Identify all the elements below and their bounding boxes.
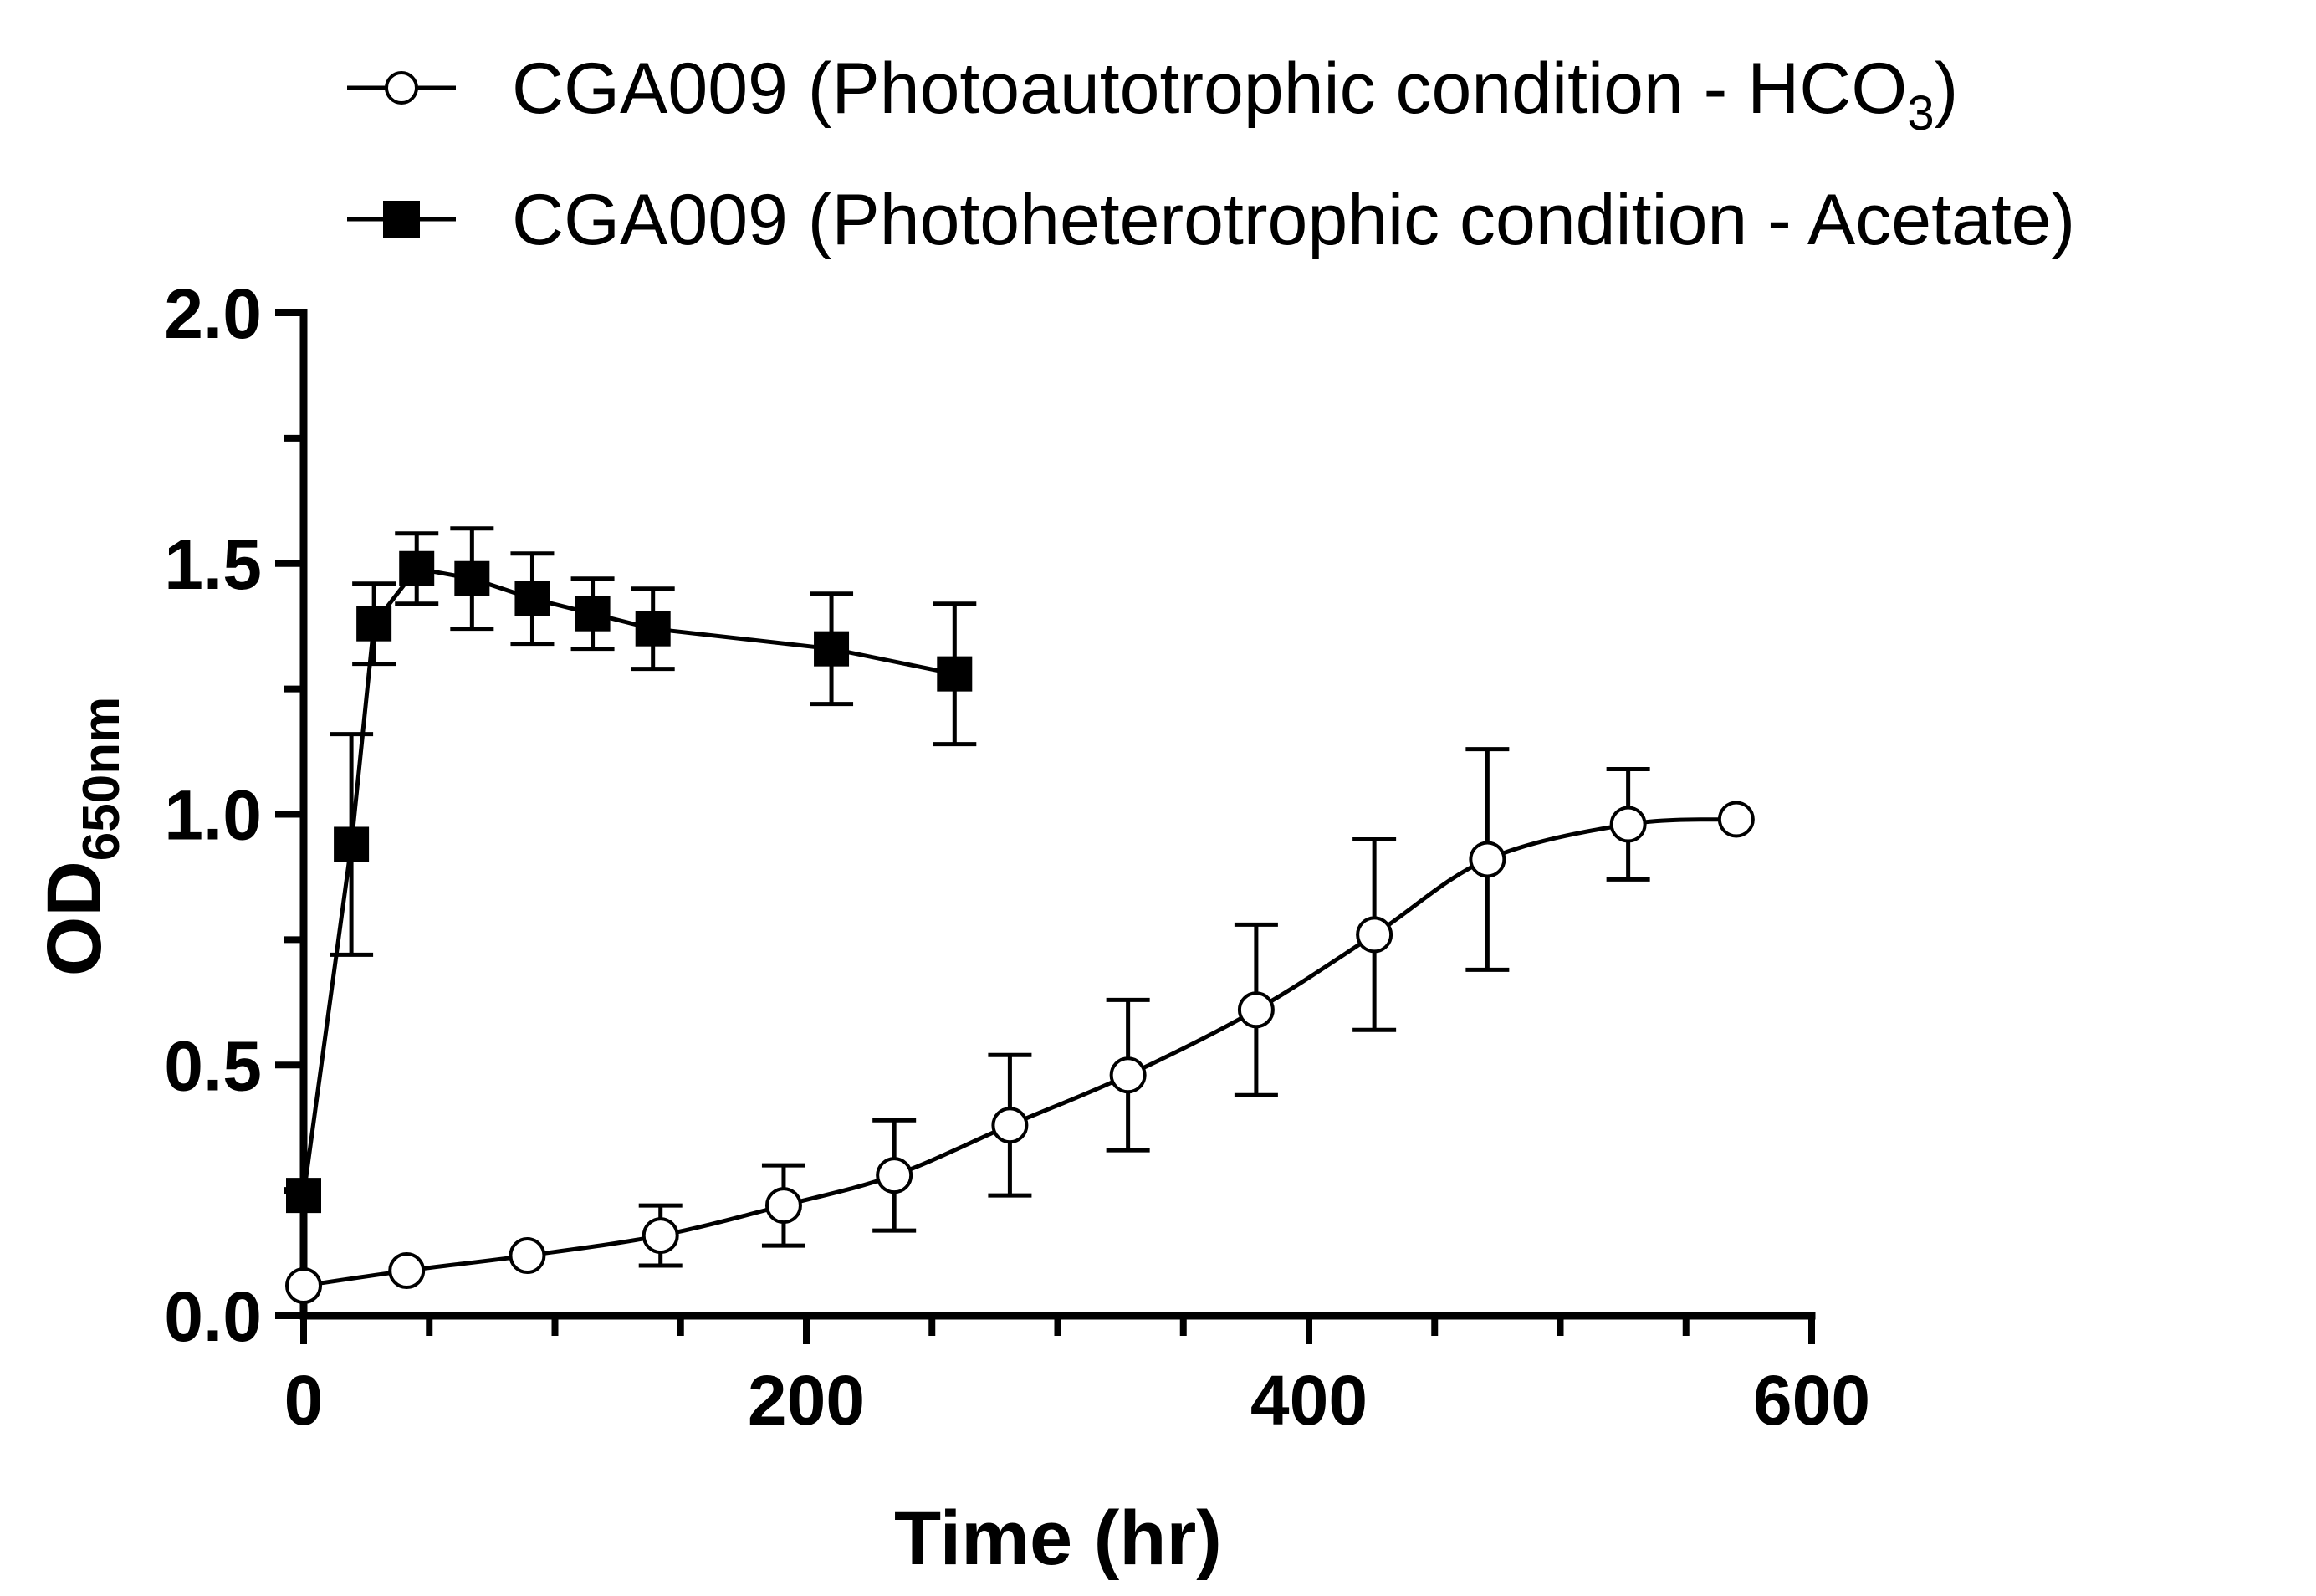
data-point xyxy=(814,631,850,667)
legend-item-photoheterotrophic: CGA009 (Photoheterotrophic condition - A… xyxy=(347,180,2075,260)
axes xyxy=(299,309,1816,1320)
data-point xyxy=(388,1252,426,1290)
legend-label-subscript: 3 xyxy=(1907,86,1934,141)
data-point xyxy=(937,656,973,692)
series-photoautotrophic xyxy=(285,747,1755,1305)
y-tick-label: 0.5 xyxy=(164,1026,262,1105)
data-point xyxy=(642,1217,679,1255)
data-point xyxy=(1609,806,1647,843)
y-tick-label: 1.0 xyxy=(164,776,262,855)
data-point xyxy=(285,1267,322,1305)
svg-text:CGA009 (Photoautotrophic condi: CGA009 (Photoautotrophic condition - HCO… xyxy=(512,49,1958,141)
x-tick-label: 600 xyxy=(1753,1361,1870,1440)
data-point xyxy=(399,550,435,586)
legend-open-circle-marker xyxy=(385,71,418,105)
x-tick-label: 200 xyxy=(748,1361,865,1440)
data-point xyxy=(454,560,490,596)
data-point xyxy=(764,1187,802,1225)
x-tick-label: 400 xyxy=(1250,1361,1368,1440)
tick-labels: 0 200 400 600 0.0 0.5 1.0 1.5 2.0 xyxy=(164,274,1870,1440)
y-tick-label: 0.0 xyxy=(164,1277,262,1356)
data-point xyxy=(1469,841,1506,878)
x-axis-title: Time (hr) xyxy=(894,1496,1222,1581)
series-photoheterotrophic xyxy=(286,526,977,1214)
y-tick-label: 1.5 xyxy=(164,525,262,604)
legend: CGA009 (Photoautotrophic condition - HCO… xyxy=(347,49,2075,260)
data-point xyxy=(876,1157,913,1194)
series-line xyxy=(303,816,1736,1288)
data-point xyxy=(356,606,392,642)
ticks xyxy=(275,309,1815,1344)
data-point xyxy=(635,611,671,647)
series-line xyxy=(301,566,955,1196)
data-point xyxy=(509,1237,546,1275)
y-axis-title-main: OD xyxy=(32,861,117,976)
data-point xyxy=(286,1178,321,1214)
y-axis-title: OD650nm xyxy=(32,697,130,976)
data-point xyxy=(514,581,550,616)
data-point xyxy=(1717,801,1755,838)
data-point xyxy=(334,826,370,862)
legend-label-tail: ) xyxy=(1935,49,1959,129)
data-point xyxy=(575,596,611,632)
legend-label-photoheterotrophic: CGA009 (Photoheterotrophic condition - A… xyxy=(512,180,2075,260)
y-tick-label: 2.0 xyxy=(164,274,262,353)
legend-item-photoautotrophic: CGA009 (Photoautotrophic condition - HCO… xyxy=(347,49,1958,141)
x-tick-label: 0 xyxy=(284,1361,324,1440)
legend-filled-square-marker xyxy=(383,201,420,238)
data-point xyxy=(1237,991,1275,1029)
legend-label-photoautotrophic: CGA009 (Photoautotrophic condition - HCO xyxy=(512,49,1907,129)
y-axis-title-subscript: 650nm xyxy=(73,697,130,861)
data-point xyxy=(991,1107,1029,1144)
data-point xyxy=(1109,1056,1147,1094)
data-point xyxy=(1356,916,1393,954)
plot-area xyxy=(285,526,1755,1305)
